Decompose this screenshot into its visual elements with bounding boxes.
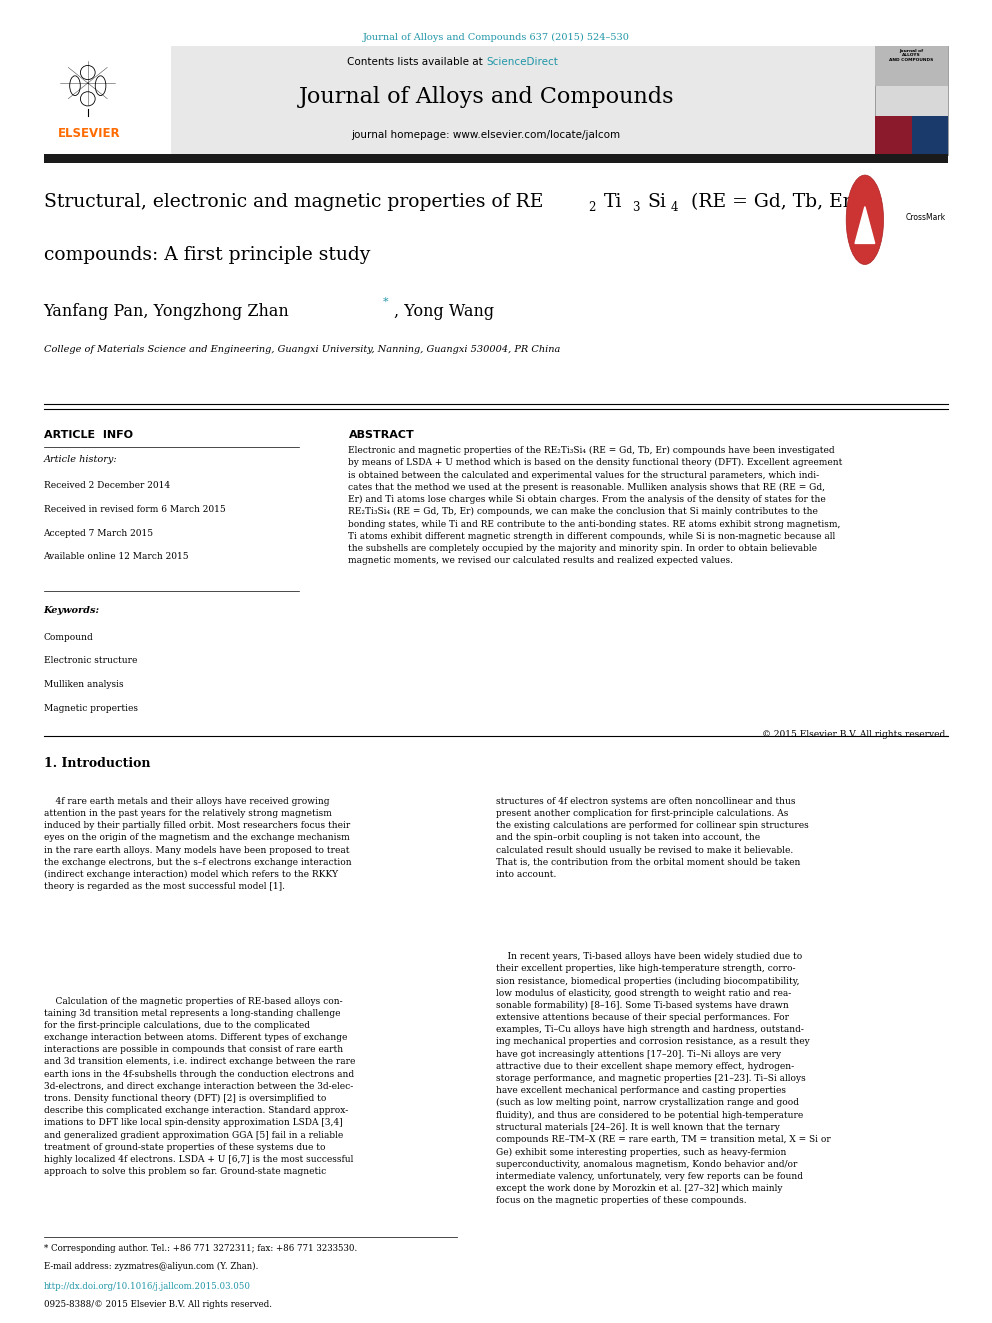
Text: Journal of
ALLOYS
AND COMPOUNDS: Journal of ALLOYS AND COMPOUNDS [889, 49, 933, 62]
Text: E-mail address: zyzmatres@aliyun.com (Y. Zhan).: E-mail address: zyzmatres@aliyun.com (Y.… [44, 1262, 258, 1271]
FancyBboxPatch shape [44, 153, 948, 163]
FancyBboxPatch shape [44, 46, 172, 155]
Polygon shape [855, 206, 875, 243]
Text: Available online 12 March 2015: Available online 12 March 2015 [44, 553, 189, 561]
Text: 2: 2 [588, 201, 596, 214]
Text: Received 2 December 2014: Received 2 December 2014 [44, 482, 170, 491]
Text: 0925-8388/© 2015 Elsevier B.V. All rights reserved.: 0925-8388/© 2015 Elsevier B.V. All right… [44, 1301, 272, 1310]
Text: 4: 4 [672, 201, 679, 214]
FancyBboxPatch shape [44, 46, 948, 155]
FancyBboxPatch shape [875, 46, 948, 86]
FancyBboxPatch shape [875, 116, 912, 155]
Ellipse shape [846, 175, 884, 265]
Text: Journal of Alloys and Compounds 637 (2015) 524–530: Journal of Alloys and Compounds 637 (201… [362, 33, 630, 42]
Text: http://dx.doi.org/10.1016/j.jallcom.2015.03.050: http://dx.doi.org/10.1016/j.jallcom.2015… [44, 1282, 251, 1291]
Text: Si: Si [648, 193, 667, 212]
Text: Magnetic properties: Magnetic properties [44, 704, 138, 713]
Text: *: * [383, 298, 389, 307]
Text: (RE = Gd, Tb, Er): (RE = Gd, Tb, Er) [684, 193, 859, 212]
Text: Journal of Alloys and Compounds: Journal of Alloys and Compounds [299, 86, 674, 107]
Text: ARTICLE  INFO: ARTICLE INFO [44, 430, 133, 441]
Text: compounds: A first principle study: compounds: A first principle study [44, 246, 370, 265]
Text: 4f rare earth metals and their alloys have received growing
attention in the pas: 4f rare earth metals and their alloys ha… [44, 796, 351, 892]
Text: Compound: Compound [44, 632, 93, 642]
Text: Structural, electronic and magnetic properties of RE: Structural, electronic and magnetic prop… [44, 193, 543, 212]
Text: Received in revised form 6 March 2015: Received in revised form 6 March 2015 [44, 505, 225, 515]
Text: Electronic structure: Electronic structure [44, 656, 137, 665]
FancyBboxPatch shape [912, 116, 948, 155]
Text: Accepted 7 March 2015: Accepted 7 March 2015 [44, 529, 154, 537]
FancyBboxPatch shape [875, 46, 948, 155]
Text: ELSEVIER: ELSEVIER [59, 127, 121, 140]
Text: In recent years, Ti-based alloys have been widely studied due to
their excellent: In recent years, Ti-based alloys have be… [496, 953, 830, 1205]
Text: Keywords:: Keywords: [44, 606, 99, 615]
Text: Yanfang Pan, Yongzhong Zhan: Yanfang Pan, Yongzhong Zhan [44, 303, 290, 320]
Text: Contents lists available at: Contents lists available at [347, 57, 486, 66]
Text: ScienceDirect: ScienceDirect [486, 57, 558, 66]
Text: CrossMark: CrossMark [906, 213, 945, 222]
Text: Mulliken analysis: Mulliken analysis [44, 680, 123, 689]
Text: 3: 3 [632, 201, 639, 214]
Text: College of Materials Science and Engineering, Guangxi University, Nanning, Guang: College of Materials Science and Enginee… [44, 345, 559, 353]
Text: Calculation of the magnetic properties of RE-based alloys con-
taining 3d transi: Calculation of the magnetic properties o… [44, 996, 355, 1176]
Text: * Corresponding author. Tel.: +86 771 3272311; fax: +86 771 3233530.: * Corresponding author. Tel.: +86 771 32… [44, 1244, 357, 1253]
Text: journal homepage: www.elsevier.com/locate/jalcom: journal homepage: www.elsevier.com/locat… [351, 131, 621, 140]
Text: © 2015 Elsevier B.V. All rights reserved.: © 2015 Elsevier B.V. All rights reserved… [763, 730, 948, 738]
Text: ABSTRACT: ABSTRACT [348, 430, 415, 441]
Text: , Yong Wang: , Yong Wang [394, 303, 494, 320]
Text: 1. Introduction: 1. Introduction [44, 758, 150, 770]
Text: Article history:: Article history: [44, 455, 117, 464]
Text: structures of 4f electron systems are often noncollinear and thus
present anothe: structures of 4f electron systems are of… [496, 796, 808, 878]
Text: Ti: Ti [604, 193, 623, 212]
Text: Electronic and magnetic properties of the RE₂Ti₃Si₄ (RE = Gd, Tb, Er) compounds : Electronic and magnetic properties of th… [348, 446, 843, 565]
